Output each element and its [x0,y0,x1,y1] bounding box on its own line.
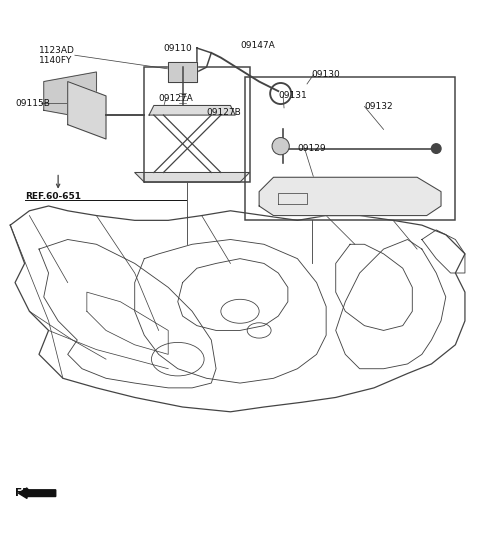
FancyArrow shape [18,488,56,498]
Text: 09147A: 09147A [240,41,275,50]
Text: 1140FY: 1140FY [39,56,72,64]
Text: REF.60-651: REF.60-651 [24,192,81,201]
Text: 09131: 09131 [278,91,307,100]
Text: 09115B: 09115B [15,99,50,108]
Text: 09132: 09132 [364,102,393,111]
Polygon shape [135,173,250,182]
Polygon shape [44,72,96,120]
Polygon shape [259,177,441,216]
Text: 1123AD: 1123AD [39,46,75,55]
Polygon shape [168,62,197,81]
Polygon shape [149,105,235,115]
Text: 09110: 09110 [163,44,192,52]
Polygon shape [68,81,106,139]
Text: 09130: 09130 [312,70,340,79]
Text: 09129: 09129 [298,144,326,153]
Text: FR.: FR. [15,488,35,498]
Circle shape [432,144,441,153]
Bar [245,77,456,221]
Circle shape [272,138,289,155]
Text: 09127A: 09127A [158,94,193,103]
Text: 09127B: 09127B [206,108,241,117]
Bar [144,67,250,182]
